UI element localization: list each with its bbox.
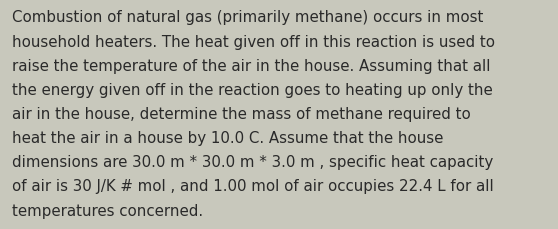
Text: of air is 30 J/K # mol , and 1.00 mol of air occupies 22.4 L for all: of air is 30 J/K # mol , and 1.00 mol of… xyxy=(12,179,494,194)
Text: the energy given off in the reaction goes to heating up only the: the energy given off in the reaction goe… xyxy=(12,82,493,97)
Text: temperatures concerned.: temperatures concerned. xyxy=(12,203,204,218)
Text: dimensions are 30.0 m * 30.0 m * 3.0 m , specific heat capacity: dimensions are 30.0 m * 30.0 m * 3.0 m ,… xyxy=(12,155,493,169)
Text: raise the temperature of the air in the house. Assuming that all: raise the temperature of the air in the … xyxy=(12,58,491,73)
Text: air in the house, determine the mass of methane required to: air in the house, determine the mass of … xyxy=(12,106,471,121)
Text: Combustion of natural gas (primarily methane) occurs in most: Combustion of natural gas (primarily met… xyxy=(12,10,484,25)
Text: household heaters. The heat given off in this reaction is used to: household heaters. The heat given off in… xyxy=(12,34,496,49)
Text: heat the air in a house by 10.0 C. Assume that the house: heat the air in a house by 10.0 C. Assum… xyxy=(12,131,444,145)
